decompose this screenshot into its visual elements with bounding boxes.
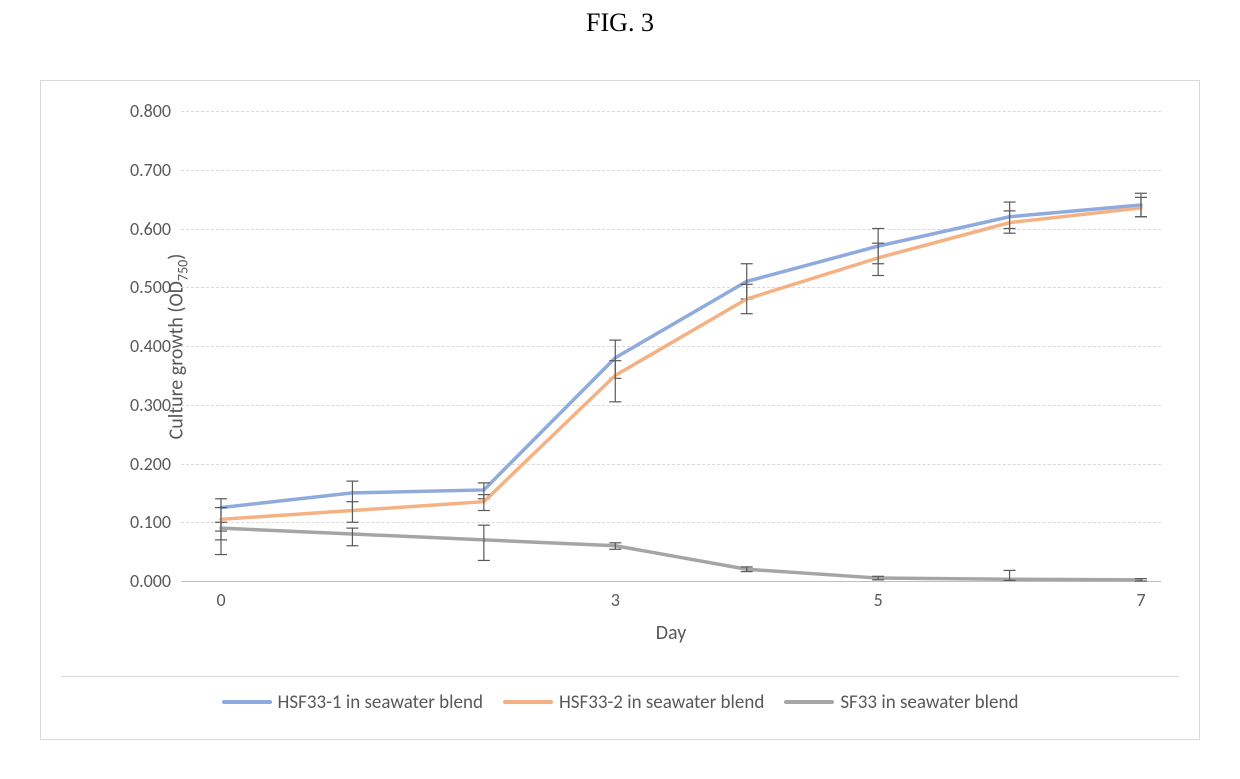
x-tick-label: 3 <box>611 589 620 611</box>
x-tick-label: 7 <box>1136 589 1145 611</box>
y-tick-label: 0.800 <box>101 100 171 122</box>
series-line <box>221 205 1141 508</box>
plot-area: 0.0000.1000.2000.3000.4000.5000.6000.700… <box>181 111 1161 581</box>
legend-swatch <box>503 700 553 704</box>
legend-item: HSF33-2 in seawater blend <box>503 691 764 714</box>
figure-title: FIG. 3 <box>0 8 1240 38</box>
legend: HSF33-1 in seawater blend HSF33-2 in seaw… <box>61 676 1179 727</box>
y-tick-label: 0.500 <box>101 276 171 298</box>
y-tick-label: 0.300 <box>101 394 171 416</box>
y-tick-label: 0.200 <box>101 453 171 475</box>
legend-label: SF33 in seawater blend <box>840 691 1018 714</box>
x-tick-label: 0 <box>216 589 225 611</box>
legend-item: SF33 in seawater blend <box>784 691 1018 714</box>
line-layer <box>181 111 1161 581</box>
page: FIG. 3 Culture growth (OD750) 0.0000.100… <box>0 0 1240 779</box>
y-tick-label: 0.000 <box>101 570 171 592</box>
chart-container: Culture growth (OD750) 0.0000.1000.2000.… <box>40 80 1200 740</box>
legend-label: HSF33-2 in seawater blend <box>559 691 764 714</box>
legend-swatch <box>222 700 272 704</box>
series-line <box>221 208 1141 519</box>
legend-item: HSF33-1 in seawater blend <box>222 691 483 714</box>
x-axis-title: Day <box>181 621 1161 645</box>
y-tick-label: 0.600 <box>101 218 171 240</box>
legend-swatch <box>784 700 834 704</box>
y-tick-label: 0.100 <box>101 511 171 533</box>
series-line <box>221 528 1141 580</box>
legend-label: HSF33-1 in seawater blend <box>278 691 483 714</box>
gridline <box>181 581 1161 582</box>
y-tick-label: 0.400 <box>101 335 171 357</box>
y-tick-label: 0.700 <box>101 159 171 181</box>
x-tick-label: 5 <box>874 589 883 611</box>
